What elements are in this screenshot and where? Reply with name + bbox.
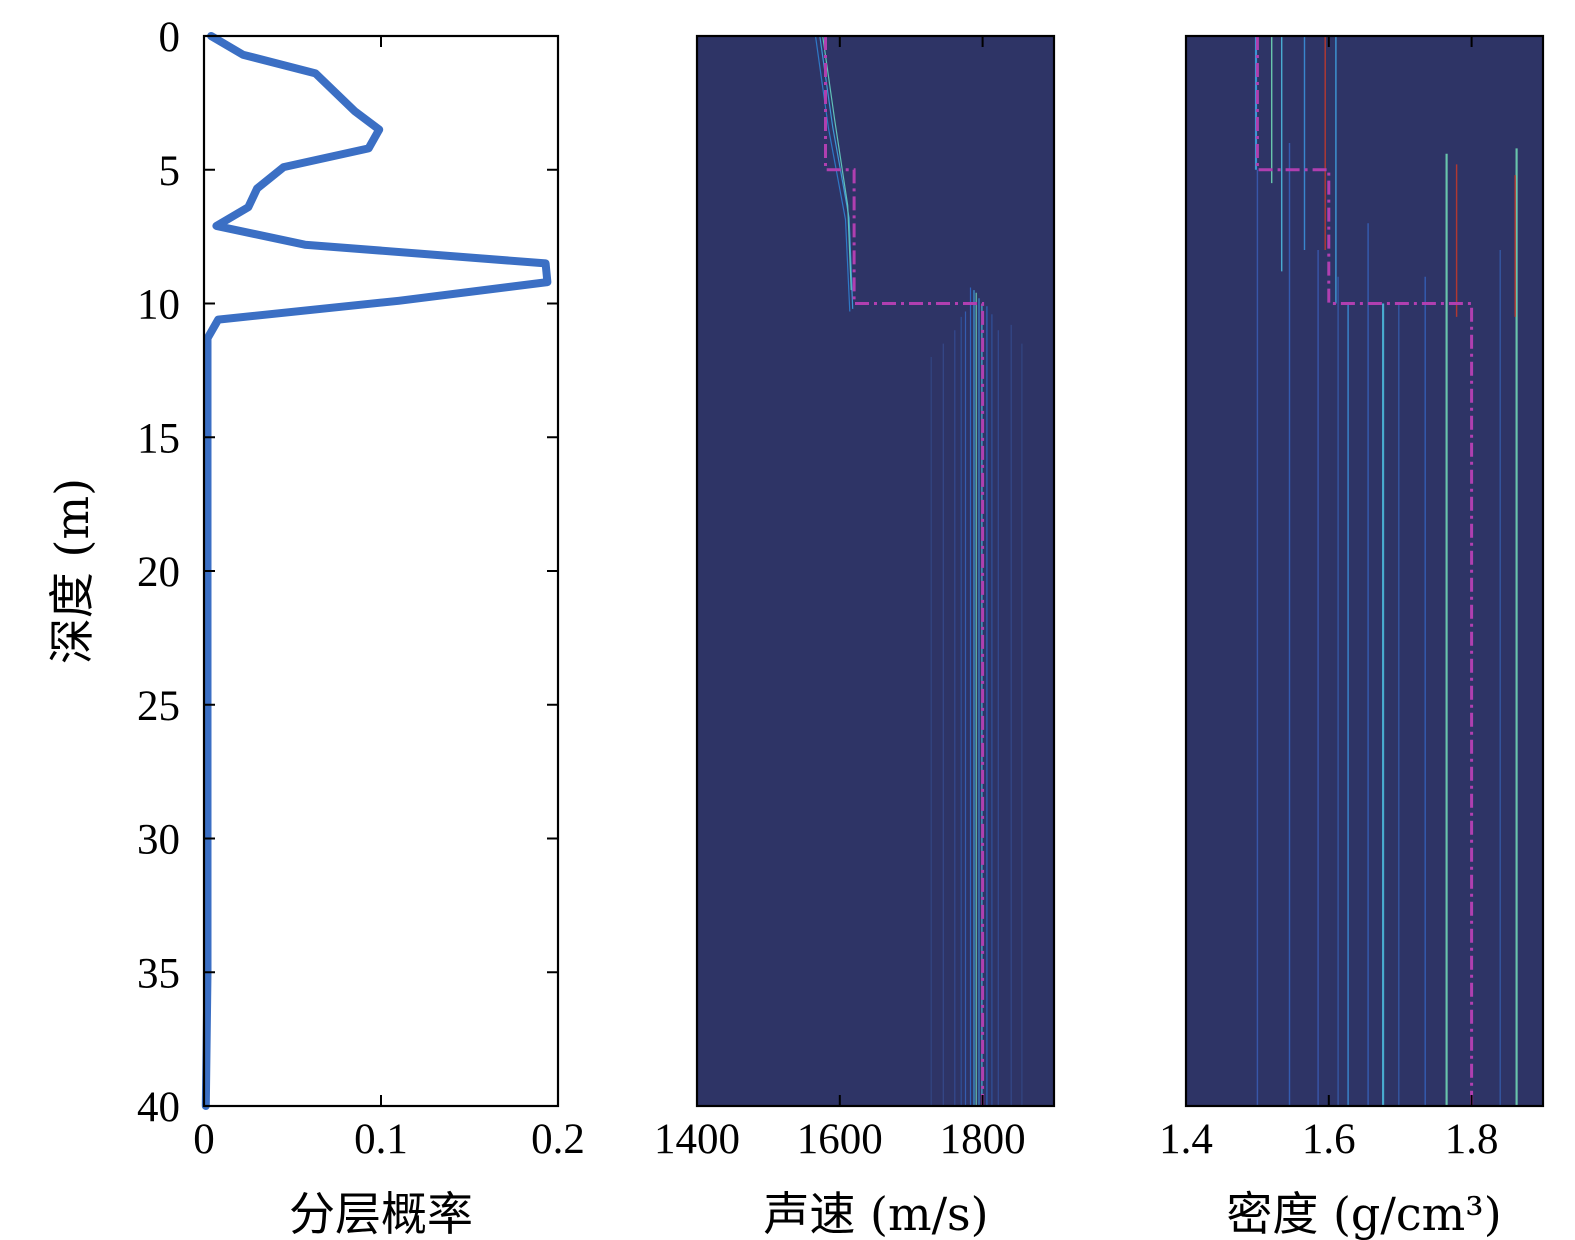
x-tick-label-density: 1.6 [1302,1116,1356,1163]
y-tick-label-depth: 0 [159,14,181,61]
y-tick-label-depth: 10 [137,282,180,329]
true-profile-line-density [1255,36,1474,1106]
y-tick-label-depth: 40 [137,1084,180,1131]
panel-sound-speed: 1400 1600 1800 声速 (m/s) [654,34,1056,1240]
axes-frame-sound-speed [695,34,1056,1108]
true-profile-line-sound-speed [824,36,985,1106]
x-tick-label-sound-speed: 1600 [797,1116,883,1163]
probability-line-0 [201,32,552,1110]
y-tick-label-depth: 35 [137,950,180,997]
plot-area-layer-probability [201,32,552,1110]
y-tick-label-depth: 30 [137,817,180,864]
x-ticks-layer-probability: 0 0.1 0.2 [193,36,585,1163]
posterior-streak-sound-speed-1 [819,35,854,309]
posterior-streak-sound-speed-2 [822,35,852,291]
x-tick-label-sound-speed: 1800 [940,1116,1026,1163]
x-ticks-sound-speed: 1400 1600 1800 [654,36,1026,1163]
x-tick-label-layer-probability: 0.1 [354,1116,408,1163]
x-tick-label-density: 1.8 [1445,1116,1499,1163]
heatmap-background-sound-speed [697,36,1054,1106]
x-ticks-density: 1.4 1.6 1.8 [1159,36,1498,1163]
x-tick-label-density: 1.4 [1159,1116,1213,1163]
y-axis-label-depth: 深度 (m) [45,478,99,664]
panel-density: 1.4 1.6 1.8 密度 (g/cm³) [1159,34,1545,1240]
y-tick-label-depth: 25 [137,683,180,730]
y-ticks-depth: 0 5 10 15 20 25 30 35 40 [137,14,558,1131]
y-tick-label-depth: 15 [137,415,180,462]
y-tick-label-depth: 20 [137,549,180,596]
x-axis-label-layer-probability: 分层概率 [289,1187,473,1240]
y-tick-label-depth: 5 [159,148,181,195]
panel-layer-probability: 0 0.1 0.2 0 5 10 15 20 25 30 35 40 分层概率 深度 (m) [45,14,585,1240]
x-axis-label-density: 密度 (g/cm³) [1226,1187,1501,1240]
x-tick-label-sound-speed: 1400 [654,1116,740,1163]
plot-area-sound-speed [697,35,1054,1106]
axes-frame-density [1184,34,1545,1108]
x-tick-label-layer-probability: 0.2 [531,1116,585,1163]
x-axis-label-sound-speed: 声速 (m/s) [763,1187,988,1240]
posterior-streak-sound-speed-0 [814,35,851,312]
x-tick-label-layer-probability: 0 [193,1116,215,1163]
heatmap-background-density [1186,36,1543,1106]
plot-area-density [1186,36,1543,1106]
